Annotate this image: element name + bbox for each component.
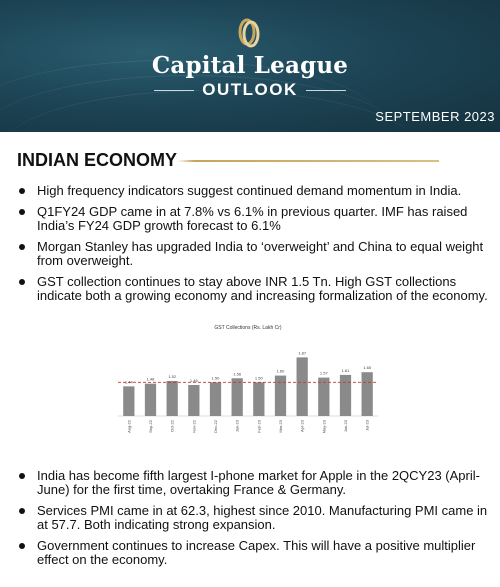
bullet-item: India has become fifth largest I-phone m…	[17, 469, 495, 497]
x-tick-label: Jan-23	[235, 419, 240, 432]
data-label: 1.60	[277, 369, 286, 374]
bar	[209, 382, 222, 416]
brand-name: Capital League	[151, 52, 349, 79]
bar	[188, 385, 200, 416]
data-label: 1.44	[125, 379, 134, 384]
data-label: 1.57	[320, 371, 329, 376]
x-tick-label: Dec-22	[213, 419, 218, 433]
x-tick-label: May-23	[321, 419, 326, 433]
bullet-list-bottom: India has become fifth largest I-phone m…	[17, 469, 495, 574]
data-label: 1.56	[233, 371, 242, 376]
x-tick-label: Sep-22	[148, 419, 153, 433]
x-tick-label: Apr-23	[300, 419, 305, 432]
data-label: 1.46	[190, 378, 199, 383]
outlook-label: OUTLOOK	[202, 80, 298, 99]
x-tick-label: Jun-23	[343, 419, 348, 432]
data-label: 1.50	[212, 375, 221, 380]
data-label: 1.61	[342, 368, 351, 373]
bar	[274, 375, 287, 416]
bar	[361, 372, 373, 416]
x-tick-label: Aug-22	[126, 419, 131, 433]
data-label: 1.65	[363, 365, 372, 370]
data-label: 1.87	[298, 350, 307, 355]
bullet-item: High frequency indicators suggest contin…	[17, 184, 495, 198]
gst-chart: GST Collections (Rs. Lakh Cr) 1.44 Aug-22 1…	[112, 322, 384, 447]
decorative-wave	[0, 75, 400, 132]
brand-logo-icon	[238, 18, 260, 48]
bullet-item: Government continues to increase Capex. …	[17, 539, 495, 567]
header-banner: Capital League OUTLOOK SEPTEMBER 2023	[0, 0, 500, 132]
bar	[296, 357, 308, 416]
bar	[144, 383, 157, 416]
x-tick-label: Nov-22	[191, 419, 196, 433]
x-tick-label: Mar-23	[278, 419, 283, 432]
bullet-item: Q1FY24 GDP came in at 7.8% vs 6.1% in pr…	[17, 205, 495, 233]
data-label: 1.52	[168, 374, 177, 379]
data-label: 1.48	[147, 377, 156, 382]
bullet-list-top: High frequency indicators suggest contin…	[17, 184, 495, 310]
bar	[318, 377, 330, 416]
x-tick-label: Jul-23	[365, 419, 370, 431]
bar	[253, 382, 265, 416]
section-title-rule	[17, 160, 439, 162]
bar	[231, 378, 243, 416]
gst-chart-svg: GST Collections (Rs. Lakh Cr) 1.44 Aug-22 1…	[118, 325, 378, 433]
section-title: INDIAN ECONOMY	[17, 150, 178, 170]
bar	[166, 380, 178, 416]
x-tick-label: Feb-23	[256, 419, 261, 432]
bullet-item: Morgan Stanley has upgraded India to ‘ov…	[17, 240, 495, 268]
data-label: 1.50	[255, 375, 264, 380]
decorative-wave	[0, 60, 380, 132]
bullet-item: GST collection continues to stay above I…	[17, 275, 495, 303]
bar	[339, 374, 352, 416]
divider	[154, 89, 195, 91]
issue-date: SEPTEMBER 2023	[375, 109, 495, 124]
divider	[305, 89, 346, 91]
bullet-item: Services PMI came in at 62.3, highest si…	[17, 504, 495, 532]
decorative-wave	[0, 90, 420, 132]
bar	[123, 386, 135, 416]
outlook-row: OUTLOOK	[0, 80, 500, 100]
x-tick-label: Oct-22	[170, 419, 175, 432]
chart-title: GST Collections (Rs. Lakh Cr)	[214, 325, 281, 331]
